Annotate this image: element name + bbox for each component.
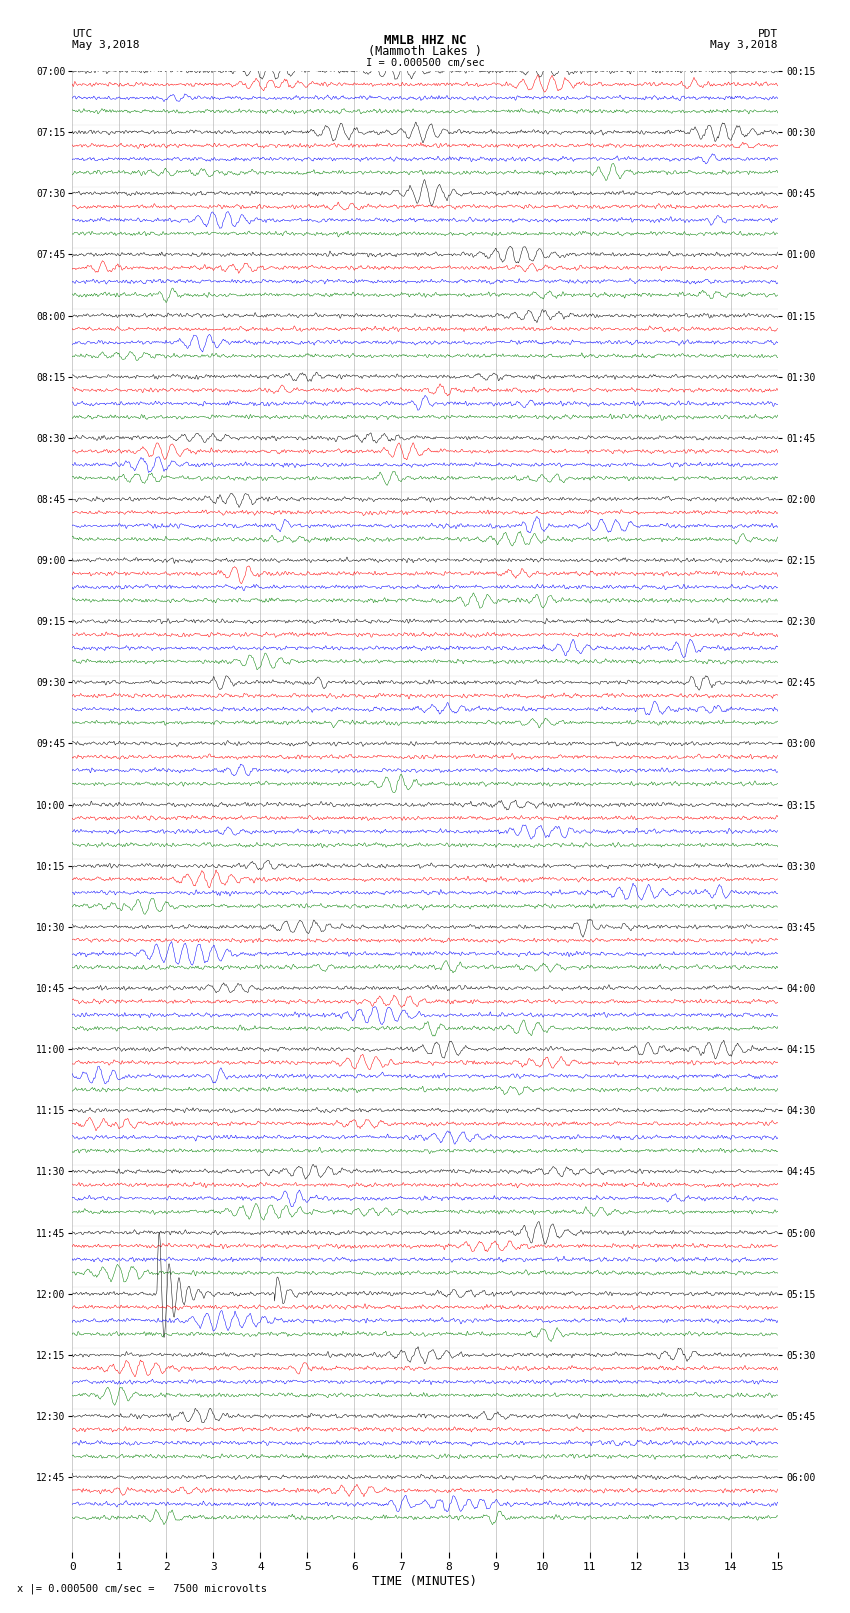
Text: UTC: UTC [72, 29, 93, 39]
Text: May 3,2018: May 3,2018 [72, 40, 139, 50]
Text: PDT: PDT [757, 29, 778, 39]
Text: May 3,2018: May 3,2018 [711, 40, 778, 50]
Text: I = 0.000500 cm/sec: I = 0.000500 cm/sec [366, 58, 484, 68]
Text: x |= 0.000500 cm/sec =   7500 microvolts: x |= 0.000500 cm/sec = 7500 microvolts [17, 1584, 267, 1594]
X-axis label: TIME (MINUTES): TIME (MINUTES) [372, 1574, 478, 1587]
Text: (Mammoth Lakes ): (Mammoth Lakes ) [368, 45, 482, 58]
Text: MMLB HHZ NC: MMLB HHZ NC [383, 34, 467, 47]
